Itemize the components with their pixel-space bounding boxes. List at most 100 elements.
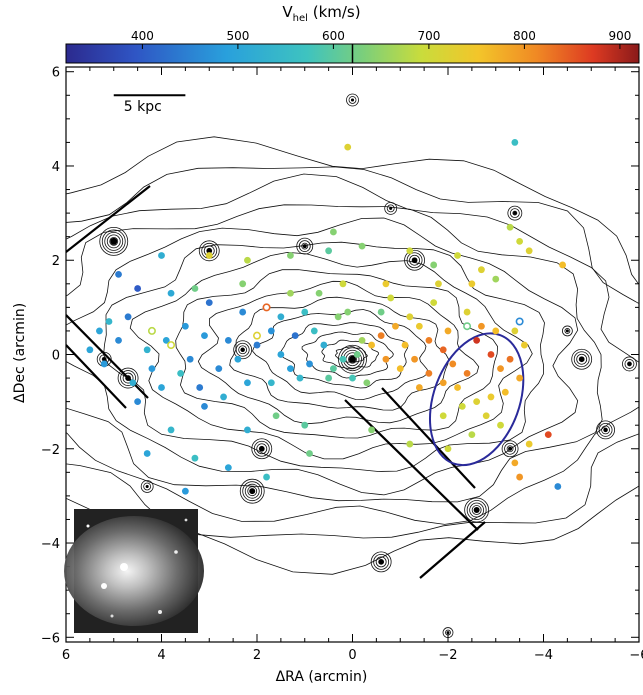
star-contour — [244, 483, 260, 499]
velocity-point — [377, 332, 385, 340]
velocity-point — [554, 483, 562, 490]
velocity-point — [430, 299, 438, 307]
velocity-point — [392, 322, 399, 330]
star-core — [513, 211, 517, 215]
velocity-point — [287, 252, 294, 259]
velocity-point — [487, 351, 495, 358]
y-tick-label: −6 — [41, 631, 60, 646]
velocity-point — [296, 374, 304, 382]
velocity-point — [511, 327, 519, 335]
velocity-point — [291, 332, 299, 340]
star-contour — [384, 201, 398, 215]
velocity-point — [497, 421, 504, 429]
velocity-point — [559, 261, 566, 269]
x-tick-label: 6 — [62, 648, 70, 663]
star-contour — [346, 93, 359, 107]
x-tick-label: 2 — [253, 648, 261, 663]
velocity-point — [501, 388, 509, 396]
velocity-point — [330, 228, 337, 236]
velocity-point — [267, 379, 275, 387]
velocity-point — [468, 280, 476, 288]
star-contour — [106, 234, 121, 249]
velocity-point-open — [262, 303, 271, 312]
isophote — [66, 204, 603, 503]
star-core — [206, 248, 212, 254]
y-axis-label: ΔDec (arcmin) — [12, 302, 28, 403]
velocity-point — [158, 252, 165, 259]
star-contour — [348, 354, 357, 364]
velocity-point — [487, 393, 495, 401]
y-tick-label: 4 — [52, 160, 60, 175]
velocity-point — [162, 336, 170, 344]
velocity-point — [478, 266, 485, 274]
velocity-point — [396, 365, 404, 373]
velocity-point — [363, 379, 371, 387]
isophote — [66, 173, 639, 525]
velocity-point — [449, 360, 457, 368]
star-contour — [247, 486, 258, 497]
velocity-point — [239, 280, 247, 288]
star-contour — [251, 438, 273, 460]
velocity-point — [468, 431, 476, 439]
star-core — [627, 362, 632, 366]
velocity-point — [344, 143, 352, 151]
velocity-point — [406, 440, 414, 448]
star-contour — [622, 356, 637, 372]
colorbar-tick-label: 900 — [608, 29, 631, 43]
velocity-point-open — [147, 326, 156, 335]
velocity-point — [158, 384, 165, 391]
velocity-point — [315, 289, 323, 297]
velocity-point — [306, 360, 313, 368]
colorbar-tick-label: 600 — [322, 29, 345, 43]
star-contour — [469, 502, 485, 518]
star-contour — [386, 204, 395, 213]
velocity-point — [492, 275, 500, 283]
velocity-point — [506, 223, 514, 231]
velocity-point — [339, 355, 347, 363]
velocity-point — [191, 454, 199, 462]
velocity-point — [387, 294, 395, 302]
star-contour — [99, 226, 129, 256]
star-contour — [512, 210, 518, 216]
star-contour — [375, 556, 387, 568]
velocity-point — [234, 355, 242, 363]
velocity-point — [406, 313, 414, 321]
velocity-point — [105, 318, 113, 325]
velocity-point — [129, 379, 137, 387]
star-core — [249, 488, 256, 495]
y-tick-label: 6 — [52, 66, 60, 81]
star-contour — [117, 367, 139, 389]
star-core — [259, 446, 265, 452]
velocity-point — [115, 336, 122, 344]
star-contour — [509, 208, 520, 219]
star-contour — [338, 344, 367, 374]
star-contour — [253, 440, 270, 457]
diffraction-spikes — [66, 185, 486, 579]
isophote — [66, 166, 639, 539]
star-contour — [370, 551, 392, 573]
star-core — [349, 355, 356, 363]
star-contour — [296, 237, 314, 255]
star-contour — [298, 240, 311, 252]
velocity-point — [191, 285, 199, 292]
colorbar-tick-label: 800 — [513, 29, 536, 43]
velocity-point — [525, 247, 533, 255]
velocity-point-open — [515, 317, 524, 326]
velocity-point — [544, 431, 552, 439]
star-contour — [624, 359, 635, 369]
velocity-point — [511, 139, 519, 146]
velocity-point — [215, 365, 223, 373]
star-contour — [239, 478, 265, 504]
velocity-point — [320, 341, 328, 349]
velocity-point — [134, 398, 142, 406]
velocity-point — [511, 459, 519, 467]
velocity-point — [425, 336, 433, 344]
star-contour — [564, 328, 571, 334]
velocity-point — [454, 252, 461, 259]
velocity-point — [244, 256, 251, 264]
velocity-point — [521, 341, 528, 349]
velocity-point — [516, 473, 524, 481]
y-tick-label: −2 — [41, 443, 60, 458]
